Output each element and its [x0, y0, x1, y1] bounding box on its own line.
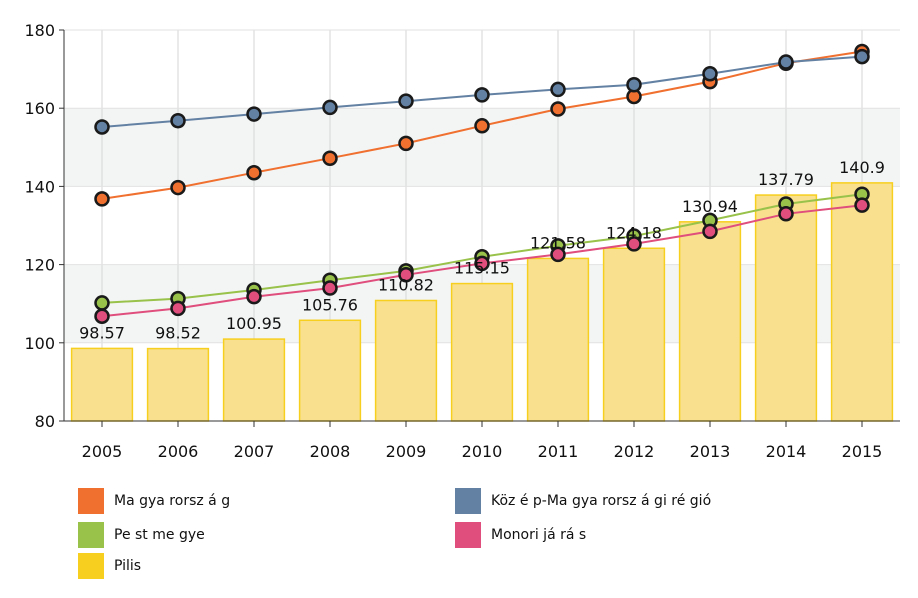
bar-2012	[602, 247, 666, 422]
y-tick-label: 140	[24, 177, 55, 196]
bar-label-2012: 124.18	[606, 223, 662, 242]
series-3-point-2005	[94, 308, 110, 324]
x-axis-ticks: 2005 2006 2007 2008 2009 2010 2011 2012 2013 2014…	[82, 421, 883, 461]
line-points	[94, 43, 870, 324]
series-1-point-2005	[94, 119, 110, 135]
series-1-point-2011	[550, 81, 566, 98]
bar-label-2006: 98.52	[155, 324, 201, 343]
x-tick-label: 2006	[158, 442, 199, 461]
bar-2011	[526, 257, 590, 422]
x-tick-label: 2010	[462, 442, 503, 461]
bar-label-2011: 121.58	[530, 233, 586, 252]
series-0-point-2011	[550, 101, 566, 117]
x-tick-label: 2011	[538, 442, 579, 461]
series-1-point-2008	[322, 99, 338, 116]
series-1-point-2006	[170, 112, 186, 129]
bar-label-2008: 105.76	[302, 295, 358, 314]
bar-label-2005: 98.57	[79, 323, 125, 342]
bar-label-2015: 140.9	[839, 158, 885, 177]
legend-item-kozep-magyarorszag[interactable]: Köz é p-Ma gya rorsz á gi ré gió	[455, 488, 711, 514]
legend-label: Pilis	[114, 558, 142, 574]
x-tick-label: 2009	[386, 442, 427, 461]
series-1-point-2013	[702, 66, 718, 82]
legend-swatch-monori-jaras	[455, 522, 481, 548]
series-3-point-2013	[702, 223, 718, 240]
y-tick-label: 120	[24, 256, 55, 275]
bar-2015	[830, 182, 894, 422]
series-3-point-2006	[170, 300, 186, 317]
legend-swatch-magyarorszag	[78, 488, 104, 514]
bar-2009	[374, 299, 438, 422]
series-1-point-2014	[778, 54, 794, 70]
series-1-point-2010	[474, 87, 490, 103]
series-1-point-2009	[398, 93, 414, 109]
bar-label-2009: 110.82	[378, 275, 434, 294]
series-0-point-2010	[474, 118, 490, 134]
series-3-point-2007	[246, 288, 262, 305]
y-axis-ticks: 80 100 120 140 160 180	[24, 21, 64, 431]
x-tick-label: 2013	[690, 442, 731, 461]
legend-item-magyarorszag[interactable]: Ma gya rorsz á g	[78, 488, 230, 514]
legend-swatch-pilis	[78, 553, 104, 579]
legend-swatch-kozep-magyarorszag	[455, 488, 481, 514]
legend-label: Ma gya rorsz á g	[114, 493, 231, 509]
series-1-point-2012	[626, 76, 642, 93]
bar-2006	[146, 347, 210, 422]
bar-label-2007: 100.95	[226, 314, 282, 333]
legend-swatch-pest-megye	[78, 522, 104, 548]
series-0-point-2005	[94, 191, 110, 207]
series-0-point-2007	[246, 164, 262, 181]
y-tick-label: 100	[24, 334, 55, 353]
x-tick-label: 2007	[234, 442, 275, 461]
y-tick-label: 80	[35, 412, 55, 431]
bar-label-2010: 115.15	[454, 259, 510, 278]
x-tick-label: 2014	[766, 442, 807, 461]
bar-label-2014: 137.79	[758, 170, 814, 189]
y-tick-label: 180	[24, 21, 55, 40]
series-2-point-2005	[94, 295, 110, 311]
legend-item-monori-jaras[interactable]: Monori já rá s	[455, 522, 586, 548]
bar-2010	[450, 282, 514, 422]
series-3-point-2008	[322, 280, 338, 296]
series-1-point-2015	[854, 48, 870, 65]
bar-2013	[678, 221, 742, 422]
series-3-point-2009	[398, 267, 414, 283]
series-3-point-2015	[854, 197, 870, 213]
series-1-point-2007	[246, 106, 262, 122]
bar-2005	[70, 347, 134, 422]
legend-item-pilis[interactable]: Pilis	[78, 553, 141, 579]
x-tick-label: 2015	[842, 442, 883, 461]
series-0-point-2009	[398, 135, 414, 152]
bar-data-labels: 98.57 98.52 100.95 105.76 110.82 115.15 121.58…	[79, 158, 885, 343]
bar-label-2013: 130.94	[682, 197, 738, 216]
y-tick-label: 160	[24, 99, 55, 118]
series-3-point-2012	[626, 236, 642, 252]
series-0-point-2008	[322, 150, 338, 166]
bar-2008	[298, 319, 362, 422]
legend-label: Köz é p-Ma gya rorsz á gi ré gió	[491, 493, 712, 509]
series-3-point-2011	[550, 246, 566, 263]
series-3-point-2010	[474, 255, 490, 272]
bar-2007	[222, 338, 286, 422]
legend-label: Monori já rá s	[491, 527, 587, 543]
x-tick-label: 2008	[310, 442, 351, 461]
x-tick-label: 2012	[614, 442, 655, 461]
series-0-point-2006	[170, 179, 186, 196]
legend-item-pest-megye[interactable]: Pe st me gye	[78, 522, 205, 548]
x-tick-label: 2005	[82, 442, 123, 461]
series-3-point-2014	[778, 206, 794, 222]
legend-label: Pe st me gye	[114, 527, 205, 543]
bar-series-pilis	[70, 182, 894, 422]
bar-2014	[754, 194, 818, 422]
